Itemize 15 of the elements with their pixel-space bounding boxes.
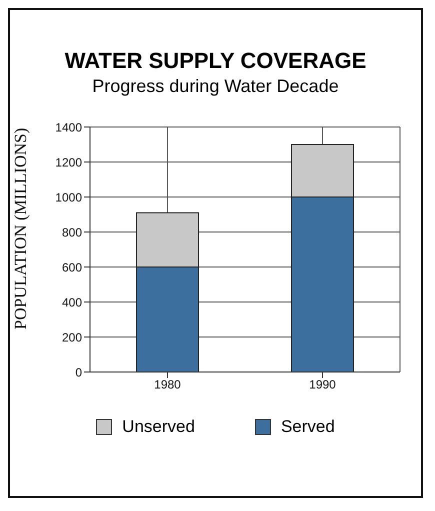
y-tick-label: 1000 <box>55 190 82 204</box>
y-axis-title: POPULATION (MILLIONS) <box>11 128 30 330</box>
y-tick-label: 400 <box>62 295 82 310</box>
y-tick-label: 200 <box>62 330 82 344</box>
x-tick-label: 1990 <box>309 378 336 392</box>
chart-subtitle: Progress during Water Decade <box>91 76 340 97</box>
x-tick-label: 1980 <box>154 378 182 392</box>
y-tick-label: 1200 <box>55 155 82 170</box>
y-tick-label: 800 <box>62 225 82 240</box>
y-tick-label: 1400 <box>55 120 82 134</box>
legend-label: Served <box>280 417 335 437</box>
legend-label: Unserved <box>122 417 195 437</box>
y-tick-label: 0 <box>75 365 82 380</box>
chart-title: WATER SUPPLY COVERAGE <box>64 48 368 74</box>
y-tick-label: 600 <box>62 260 82 274</box>
